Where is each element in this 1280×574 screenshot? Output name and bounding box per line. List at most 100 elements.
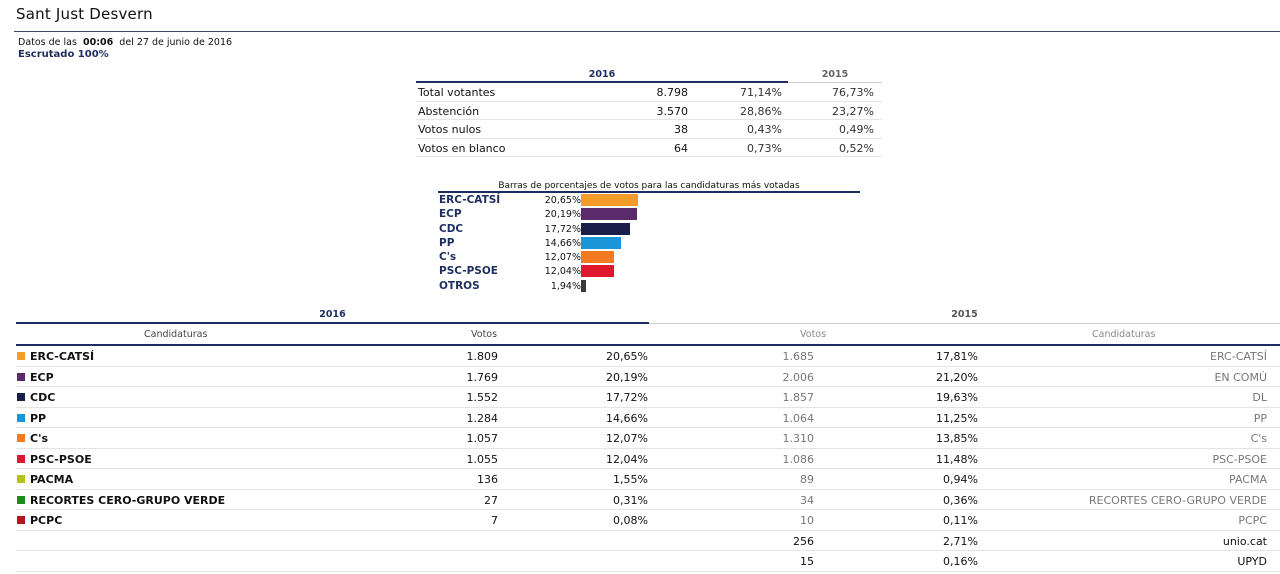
- chart-data-label: 20,65%: [544, 195, 581, 206]
- summary-pct-2015: 76,73%: [832, 86, 874, 99]
- results-year-2016: 2016: [16, 308, 649, 324]
- party-name-2016: RECORTES CERO-GRUPO VERDE: [30, 493, 226, 507]
- chart-data-label: 17,72%: [544, 223, 581, 235]
- pct-2016: 12,04%: [606, 452, 648, 466]
- pct-2015: 17,81%: [936, 350, 978, 363]
- results-year-header: 2016 2015: [16, 308, 1280, 324]
- chart-bar: [581, 222, 630, 235]
- votes-2015: 1.310: [782, 432, 815, 445]
- chart-data-label: 12,04%: [544, 266, 581, 278]
- party-name-2016: ECP: [30, 370, 54, 384]
- col-candidaturas-2016: Candidaturas: [144, 329, 208, 340]
- table-row: RECORTES CERO-GRUPO VERDE 27 0,31% 34 0,36% R…: [16, 490, 1280, 510]
- party-name-2016: PACMA: [30, 473, 74, 486]
- col-candidaturas-2015: Candidaturas: [1092, 329, 1156, 340]
- chart-category-label: PP: [439, 236, 455, 249]
- chart-bar-row: C's 12,07%: [438, 250, 860, 264]
- party-name-2015: PCPC: [1238, 514, 1267, 527]
- chart-data-label: 20,19%: [544, 209, 581, 221]
- col-votos-2016: Votos: [471, 329, 498, 340]
- votes-2015: 1.857: [782, 391, 815, 404]
- party-name-2016: ERC-CATSÍ: [30, 350, 95, 363]
- party-name-2016: PSC-PSOE: [30, 452, 92, 466]
- chart-data-label: 14,66%: [544, 237, 581, 249]
- party-name-2015: C's: [1250, 432, 1267, 445]
- party-name-2016: CDC: [30, 391, 56, 404]
- party-color-swatch: [17, 372, 25, 381]
- party-name-2015: DL: [1252, 391, 1267, 404]
- votes-2016: 1.769: [466, 370, 499, 384]
- turnout-summary-table: 2016 2015 Total votantes 8.798 71,14% 76,73…: [416, 67, 882, 157]
- chart-bar-row: ERC-CATSÍ 20,65%: [438, 193, 860, 207]
- table-row: ECP 1.769 20,19% 2.006 21,20% EN COMÚ: [16, 367, 1280, 387]
- summary-row: Votos nulos 38 0,43% 0,49%: [416, 120, 882, 139]
- summary-pct-2016: 0,43%: [747, 123, 782, 136]
- chart-bar: [581, 265, 614, 278]
- data-date: del 27 de junio de 2016: [119, 37, 233, 48]
- party-name-2015: unio.cat: [1222, 534, 1267, 548]
- summary-label: Abstención: [418, 104, 480, 118]
- summary-rows: Total votantes 8.798 71,14% 76,73% Abstenció…: [416, 83, 882, 157]
- party-color-swatch: [17, 352, 25, 360]
- pct-2015: 0,36%: [943, 493, 978, 507]
- party-color-swatch: [17, 516, 25, 524]
- summary-label: Votos nulos: [418, 123, 482, 136]
- party-color-swatch: [17, 393, 25, 401]
- summary-count: 38: [674, 123, 688, 136]
- chart-bar: [581, 208, 637, 221]
- votes-2016: 27: [484, 493, 498, 507]
- table-row: 256 2,71% unio.cat: [16, 531, 1280, 551]
- pct-2015: 19,63%: [936, 391, 978, 404]
- party-name-2016: C's: [30, 432, 48, 445]
- results-table: 2016 2015 Candidaturas Votos Votos Candi…: [16, 308, 1280, 572]
- party-name-2015: PSC-PSOE: [1212, 452, 1268, 466]
- summary-pct-2016: 0,73%: [747, 141, 782, 155]
- party-name-2015: EN COMÚ: [1214, 370, 1267, 384]
- page-title: Sant Just Desvern: [16, 5, 153, 23]
- chart-bar: [581, 251, 614, 264]
- data-prefix: Datos de las: [18, 37, 77, 48]
- chart-category-label: OTROS: [439, 279, 480, 292]
- chart-title: Barras de porcentajes de votos para las …: [438, 181, 860, 193]
- chart-bar-row: OTROS 1,94%: [438, 279, 860, 293]
- pct-2015: 0,94%: [943, 473, 978, 486]
- chart-category-label: PSC-PSOE: [439, 265, 498, 278]
- pct-2016: 20,65%: [606, 350, 648, 363]
- chart-bar-row: CDC 17,72%: [438, 222, 860, 236]
- table-row: PACMA 136 1,55% 89 0,94% PACMA: [16, 469, 1280, 490]
- data-timestamp: Datos de las 00:06 del 27 de junio de 20…: [18, 37, 232, 49]
- chart-bar-row: PSC-PSOE 12,04%: [438, 264, 860, 278]
- chart-category-label: ERC-CATSÍ: [439, 194, 501, 206]
- votes-2015: 15: [800, 555, 814, 568]
- pct-2015: 11,25%: [936, 411, 978, 425]
- pct-2016: 0,31%: [613, 493, 648, 507]
- votes-2016: 1.552: [466, 391, 499, 404]
- summary-pct-2015: 0,52%: [839, 141, 874, 155]
- summary-count: 8.798: [656, 86, 689, 99]
- summary-count: 3.570: [656, 104, 689, 118]
- votes-2016: 136: [477, 473, 498, 486]
- summary-year-2015: 2015: [788, 67, 882, 83]
- chart-category-label: C's: [439, 251, 457, 264]
- chart-data-label: 12,07%: [544, 252, 581, 264]
- votes-2015: 256: [793, 534, 814, 548]
- results-column-header: Candidaturas Votos Votos Candidaturas: [16, 324, 1280, 346]
- votes-2016: 1.055: [466, 452, 499, 466]
- pct-2015: 11,48%: [936, 452, 978, 466]
- votes-2015: 2.006: [782, 370, 815, 384]
- party-name-2016: PP: [30, 411, 47, 425]
- summary-pct-2015: 0,49%: [839, 123, 874, 136]
- col-votos-2015: Votos: [800, 329, 827, 340]
- chart-data-label: 1,94%: [550, 280, 581, 292]
- table-row: PCPC 7 0,08% 10 0,11% PCPC: [16, 510, 1280, 531]
- votes-2015: 10: [800, 514, 814, 527]
- votes-2015: 89: [800, 473, 814, 486]
- votes-2016: 1.057: [466, 432, 499, 445]
- results-year-2015: 2015: [649, 308, 1280, 324]
- pct-2016: 12,07%: [606, 432, 648, 445]
- data-info: Datos de las 00:06 del 27 de junio de 20…: [18, 37, 232, 61]
- chart-bar: [581, 194, 638, 206]
- party-color-swatch: [17, 413, 25, 422]
- pct-2016: 0,08%: [613, 514, 648, 527]
- summary-pct-2016: 71,14%: [740, 86, 782, 99]
